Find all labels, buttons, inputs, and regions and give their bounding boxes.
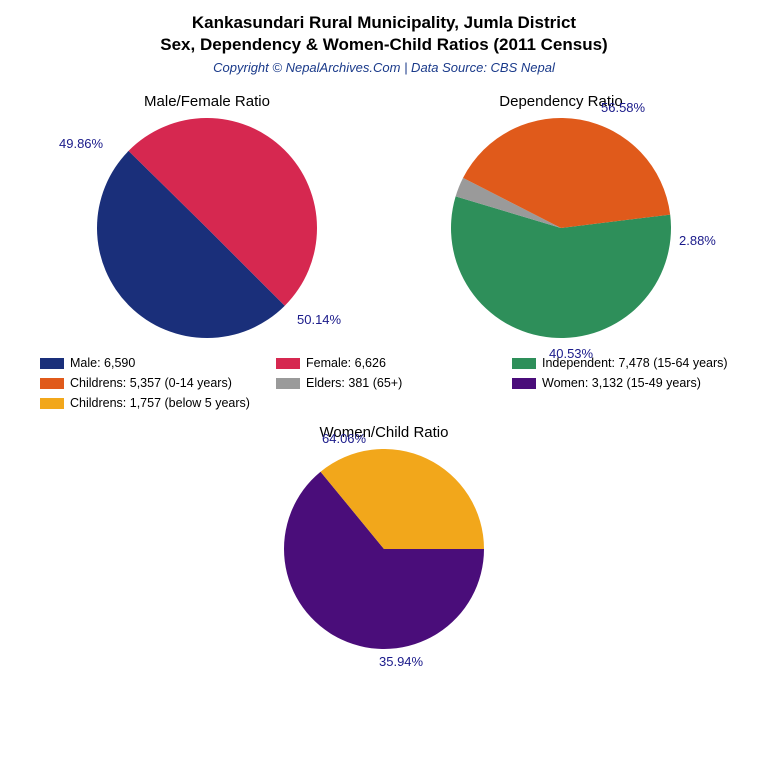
pie-slice-label: 35.94% [379,654,423,669]
legend-label: Women: 3,132 (15-49 years) [542,376,701,390]
legend-item: Women: 3,132 (15-49 years) [512,376,728,390]
legend-swatch [512,378,536,389]
chart-title: Dependency Ratio [391,93,731,110]
legend-item: Independent: 7,478 (15-64 years) [512,356,728,370]
pie-wrap: 49.86%50.14% [97,118,317,338]
women-child-chart: Women/Child Ratio 64.06%35.94% [0,424,768,649]
subtitle: Copyright © NepalArchives.Com | Data Sou… [0,60,768,75]
chart-title: Male/Female Ratio [37,93,377,110]
dependency-ratio-chart: Dependency Ratio 56.58%2.88%40.53% [391,93,731,338]
pie-svg [97,118,317,338]
legend-item: Childrens: 5,357 (0-14 years) [40,376,256,390]
legend-item: Childrens: 1,757 (below 5 years) [40,396,256,410]
legend-label: Male: 6,590 [70,356,135,370]
pie-svg [284,449,484,649]
pie-slice-label: 50.14% [297,312,341,327]
title-line-2: Sex, Dependency & Women-Child Ratios (20… [0,34,768,56]
legend-swatch [40,398,64,409]
legend: Male: 6,590 Female: 6,626 Independent: 7,4… [40,356,728,410]
legend-item: Elders: 381 (65+) [276,376,492,390]
legend-label: Childrens: 1,757 (below 5 years) [70,396,250,410]
chart-container: Kankasundari Rural Municipality, Jumla D… [0,0,768,768]
pie-slice-label: 49.86% [59,136,103,151]
legend-swatch [40,378,64,389]
legend-label: Female: 6,626 [306,356,386,370]
legend-swatch [512,358,536,369]
title-block: Kankasundari Rural Municipality, Jumla D… [0,0,768,75]
top-chart-row: Male/Female Ratio 49.86%50.14% Dependenc… [0,93,768,338]
legend-item: Male: 6,590 [40,356,256,370]
pie-slice-label: 56.58% [601,100,645,115]
legend-label: Elders: 381 (65+) [306,376,402,390]
legend-label: Childrens: 5,357 (0-14 years) [70,376,232,390]
pie-wrap: 56.58%2.88%40.53% [451,118,671,338]
legend-item: Female: 6,626 [276,356,492,370]
title-line-1: Kankasundari Rural Municipality, Jumla D… [0,12,768,34]
pie-svg [451,118,671,338]
chart-title: Women/Child Ratio [0,424,768,441]
pie-wrap: 64.06%35.94% [284,449,484,649]
legend-swatch [276,358,300,369]
pie-slice-label: 64.06% [322,431,366,446]
sex-ratio-chart: Male/Female Ratio 49.86%50.14% [37,93,377,338]
pie-slice-label: 40.53% [549,346,593,361]
legend-swatch [276,378,300,389]
pie-slice-label: 2.88% [679,233,716,248]
legend-swatch [40,358,64,369]
